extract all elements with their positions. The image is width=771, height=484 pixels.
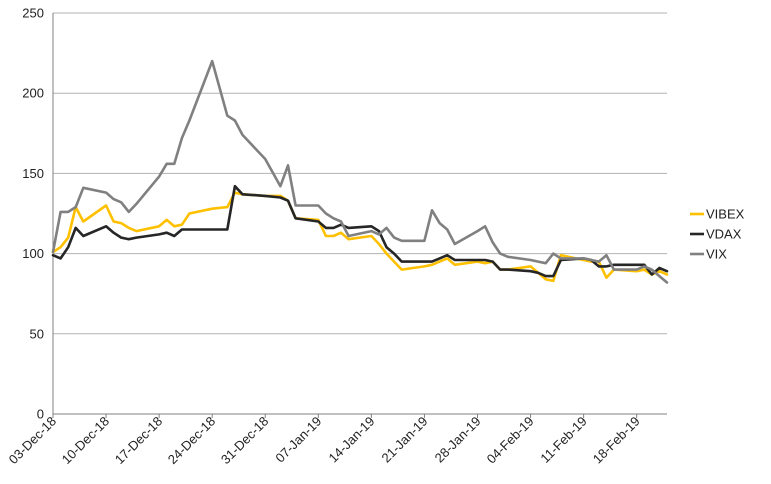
x-tick-label: 18-Feb-19 xyxy=(590,414,643,467)
legend-label-vibex: VIBEX xyxy=(706,207,745,222)
gridlines xyxy=(53,12,667,335)
axes: 0 50 100 150 200 250 03-Dec-18 10-Dec-18 17-Dec-… xyxy=(6,6,667,468)
legend-label-vdax: VDAX xyxy=(706,227,742,242)
x-tick-label: 21-Jan-19 xyxy=(379,414,431,466)
x-tick-label: 04-Feb-19 xyxy=(484,414,537,467)
x-tick-label: 11-Feb-19 xyxy=(537,414,589,466)
x-tick-label: 07-Jan-19 xyxy=(272,414,324,466)
x-tick-label: 17-Dec-18 xyxy=(112,414,166,468)
y-tick-label: 150 xyxy=(22,166,44,181)
x-tick-label: 28-Jan-19 xyxy=(432,414,484,466)
legend-label-vix: VIX xyxy=(706,247,727,262)
x-tick-label: 24-Dec-18 xyxy=(165,414,219,468)
legend: VIBEX VDAX VIX xyxy=(690,207,745,262)
y-tick-label: 100 xyxy=(22,246,44,261)
series-line-vix xyxy=(51,59,669,284)
x-tick-label: 03-Dec-18 xyxy=(6,414,60,468)
x-tick-label: 10-Dec-18 xyxy=(59,414,113,468)
y-tick-label: 200 xyxy=(22,86,44,101)
y-tick-label: 0 xyxy=(37,407,44,422)
y-tick-label: 250 xyxy=(22,6,44,21)
series-lines xyxy=(51,59,669,284)
x-tick-label: 14-Jan-19 xyxy=(325,414,377,466)
x-tick-label: 31-Dec-18 xyxy=(218,414,272,468)
series-line-vdax xyxy=(51,184,669,278)
y-tick-label: 50 xyxy=(30,326,44,341)
